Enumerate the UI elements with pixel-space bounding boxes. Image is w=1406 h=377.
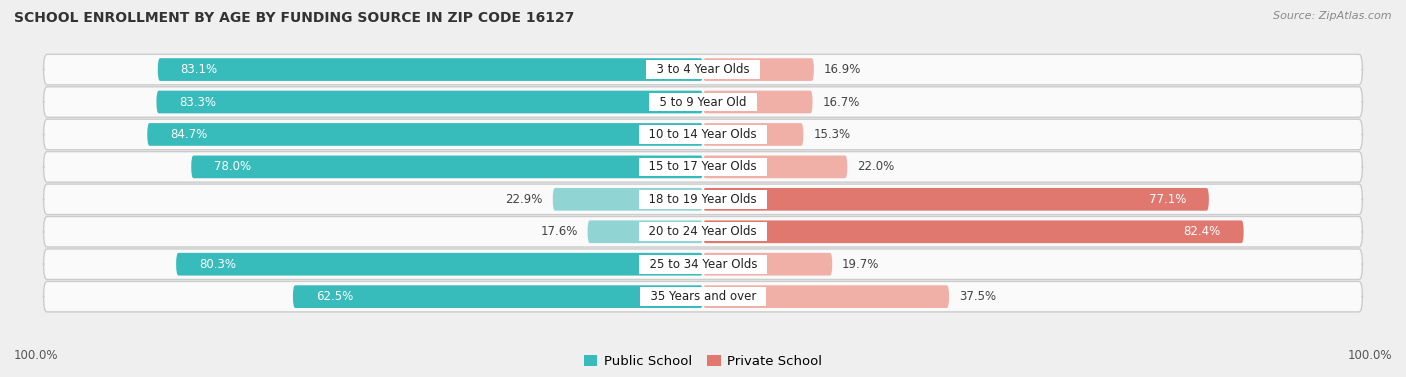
FancyBboxPatch shape bbox=[176, 253, 703, 276]
Text: 25 to 34 Year Olds: 25 to 34 Year Olds bbox=[641, 258, 765, 271]
FancyBboxPatch shape bbox=[44, 54, 1362, 85]
FancyBboxPatch shape bbox=[44, 184, 1362, 215]
FancyBboxPatch shape bbox=[44, 152, 1362, 182]
FancyBboxPatch shape bbox=[156, 90, 703, 113]
Legend: Public School, Private School: Public School, Private School bbox=[583, 355, 823, 368]
FancyBboxPatch shape bbox=[703, 285, 949, 308]
FancyBboxPatch shape bbox=[44, 119, 1362, 150]
FancyBboxPatch shape bbox=[44, 87, 1362, 117]
Text: 16.9%: 16.9% bbox=[824, 63, 860, 76]
Text: 5 to 9 Year Old: 5 to 9 Year Old bbox=[652, 95, 754, 109]
FancyBboxPatch shape bbox=[588, 221, 703, 243]
FancyBboxPatch shape bbox=[157, 58, 703, 81]
Text: 78.0%: 78.0% bbox=[214, 160, 252, 173]
FancyBboxPatch shape bbox=[44, 216, 1362, 247]
Text: 100.0%: 100.0% bbox=[14, 349, 59, 362]
FancyBboxPatch shape bbox=[148, 123, 703, 146]
Text: Source: ZipAtlas.com: Source: ZipAtlas.com bbox=[1274, 11, 1392, 21]
Text: 84.7%: 84.7% bbox=[170, 128, 208, 141]
FancyBboxPatch shape bbox=[703, 156, 848, 178]
Text: 15 to 17 Year Olds: 15 to 17 Year Olds bbox=[641, 160, 765, 173]
Text: 77.1%: 77.1% bbox=[1149, 193, 1185, 206]
Text: 83.3%: 83.3% bbox=[180, 95, 217, 109]
Text: SCHOOL ENROLLMENT BY AGE BY FUNDING SOURCE IN ZIP CODE 16127: SCHOOL ENROLLMENT BY AGE BY FUNDING SOUR… bbox=[14, 11, 575, 25]
Text: 3 to 4 Year Olds: 3 to 4 Year Olds bbox=[650, 63, 756, 76]
Text: 15.3%: 15.3% bbox=[813, 128, 851, 141]
FancyBboxPatch shape bbox=[44, 281, 1362, 312]
Text: 80.3%: 80.3% bbox=[200, 258, 236, 271]
FancyBboxPatch shape bbox=[703, 253, 832, 276]
Text: 22.9%: 22.9% bbox=[506, 193, 543, 206]
Text: 10 to 14 Year Olds: 10 to 14 Year Olds bbox=[641, 128, 765, 141]
Text: 62.5%: 62.5% bbox=[316, 290, 353, 303]
FancyBboxPatch shape bbox=[703, 123, 803, 146]
Text: 37.5%: 37.5% bbox=[959, 290, 995, 303]
Text: 20 to 24 Year Olds: 20 to 24 Year Olds bbox=[641, 225, 765, 238]
FancyBboxPatch shape bbox=[703, 90, 813, 113]
FancyBboxPatch shape bbox=[703, 221, 1244, 243]
FancyBboxPatch shape bbox=[44, 249, 1362, 279]
Text: 18 to 19 Year Olds: 18 to 19 Year Olds bbox=[641, 193, 765, 206]
Text: 17.6%: 17.6% bbox=[540, 225, 578, 238]
FancyBboxPatch shape bbox=[703, 188, 1209, 211]
FancyBboxPatch shape bbox=[292, 285, 703, 308]
Text: 100.0%: 100.0% bbox=[1347, 349, 1392, 362]
FancyBboxPatch shape bbox=[191, 156, 703, 178]
FancyBboxPatch shape bbox=[703, 58, 814, 81]
Text: 19.7%: 19.7% bbox=[842, 258, 880, 271]
Text: 82.4%: 82.4% bbox=[1184, 225, 1220, 238]
FancyBboxPatch shape bbox=[553, 188, 703, 211]
Text: 16.7%: 16.7% bbox=[823, 95, 860, 109]
Text: 35 Years and over: 35 Years and over bbox=[643, 290, 763, 303]
Text: 83.1%: 83.1% bbox=[181, 63, 218, 76]
Text: 22.0%: 22.0% bbox=[858, 160, 894, 173]
